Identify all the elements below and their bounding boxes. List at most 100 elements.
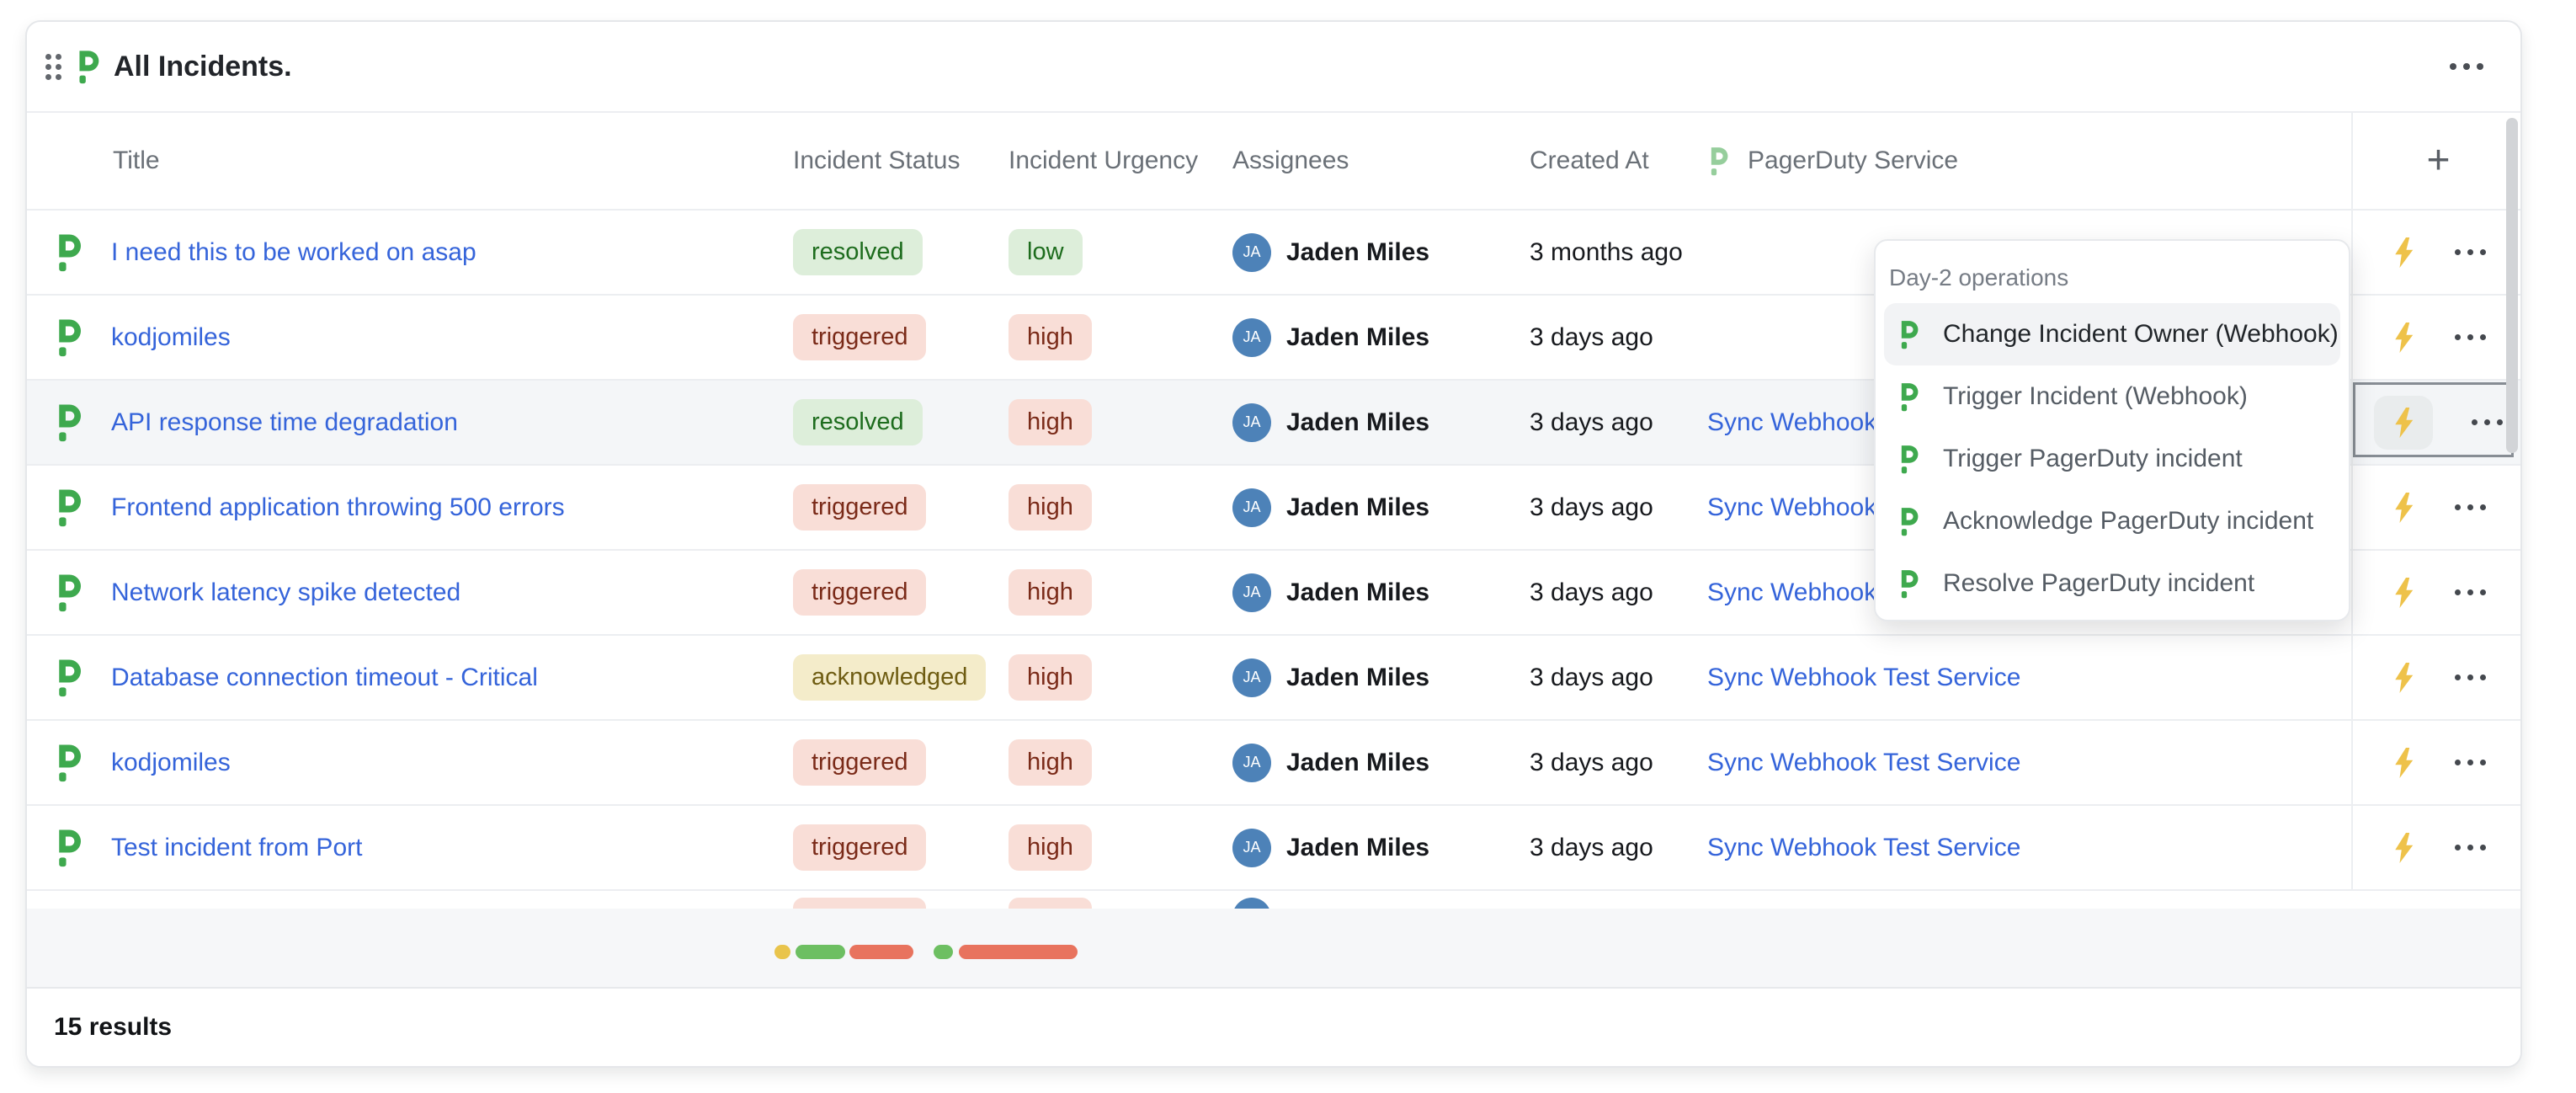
urgency-badge: low — [1009, 229, 1083, 275]
urgency-badge: high — [1009, 399, 1092, 445]
incident-title-link[interactable]: Database connection timeout - Critical — [111, 664, 538, 692]
table-header: Title Incident Status Incident Urgency A… — [27, 111, 2520, 211]
avatar: JA — [1232, 488, 1271, 527]
incident-title-cell: Test incident from Port — [54, 829, 793, 867]
incident-title-link[interactable]: kodjomiles — [111, 749, 231, 777]
run-action-button[interactable] — [2391, 491, 2416, 525]
assignee-cell: JA Jaden Miles — [1232, 658, 1530, 697]
menu-section-label: Day-2 operations — [1876, 241, 2349, 303]
run-action-button[interactable] — [2374, 396, 2433, 450]
actions-cell — [2351, 806, 2522, 889]
menu-item-label: Acknowledge PagerDuty incident — [1943, 507, 2313, 536]
incident-status-cell: triggered — [793, 484, 1009, 530]
incident-status-cell: triggered — [793, 824, 1009, 870]
column-header-pagerduty-service: PagerDuty Service — [1707, 147, 2351, 176]
created-at-cell: 3 days ago — [1530, 493, 1707, 522]
avatar: JA — [1232, 658, 1271, 697]
urgency-badge: high — [1009, 824, 1092, 870]
row-menu-button[interactable] — [2455, 334, 2486, 340]
run-action-button[interactable] — [2391, 831, 2416, 865]
assignee-cell: JA Jaden Miles — [1232, 829, 1530, 867]
assignee-cell: JA Jaden Miles — [1232, 573, 1530, 612]
table-row: Test incident from Port triggered high J… — [27, 806, 2520, 891]
row-menu-button[interactable] — [2455, 504, 2486, 510]
incident-urgency-summary-bar — [959, 945, 1078, 959]
incident-title-link[interactable]: Network latency spike detected — [111, 578, 460, 607]
menu-item[interactable]: Change Incident Owner (Webhook) — [1884, 303, 2340, 365]
incident-status-cell: resolved — [793, 399, 1009, 445]
pagerduty-entity-icon — [54, 318, 82, 357]
actions-cell — [2351, 466, 2522, 549]
urgency-badge: high — [1009, 314, 1092, 360]
summary-strip — [27, 909, 2520, 992]
avatar: JA — [1232, 233, 1271, 272]
incident-title-link[interactable]: Frontend application throwing 500 errors — [111, 493, 565, 522]
pagerduty-service-link[interactable]: Sync Webhook Test Service — [1707, 834, 2020, 861]
pagerduty-service-cell: Sync Webhook Test Service — [1707, 834, 2351, 862]
row-menu-button[interactable] — [2455, 760, 2486, 765]
pagerduty-action-icon — [1897, 569, 1919, 599]
row-menu-button[interactable] — [2455, 249, 2486, 255]
assignee-name: Jaden Miles — [1286, 408, 1429, 437]
pagerduty-service-link[interactable]: Sync Webhook Test Service — [1707, 749, 2020, 776]
run-action-button[interactable] — [2391, 576, 2416, 610]
menu-item[interactable]: Trigger PagerDuty incident — [1884, 428, 2340, 490]
row-menu-button[interactable] — [2455, 589, 2486, 595]
avatar: JA — [1232, 573, 1271, 612]
vertical-scrollbar[interactable] — [2506, 118, 2518, 453]
row-menu-button[interactable] — [2455, 674, 2486, 680]
incident-title-link[interactable]: Test incident from Port — [111, 834, 362, 862]
row-menu-button[interactable] — [2472, 419, 2503, 425]
actions-cell — [2351, 296, 2522, 379]
menu-item[interactable]: Acknowledge PagerDuty incident — [1884, 490, 2340, 552]
urgency-badge: high — [1009, 484, 1092, 530]
pagerduty-service-icon — [1707, 147, 1729, 176]
pagerduty-action-icon — [1897, 320, 1919, 349]
widget-header: All Incidents. — [27, 22, 2520, 111]
incident-status-cell: triggered — [793, 569, 1009, 615]
pagerduty-entity-icon — [54, 573, 82, 612]
pagerduty-entity-icon — [54, 233, 82, 272]
created-at-cell: 3 days ago — [1530, 323, 1707, 352]
widget-menu-button[interactable] — [2450, 63, 2483, 70]
created-at-cell: 3 days ago — [1530, 664, 1707, 692]
incident-title-cell: Network latency spike detected — [54, 573, 793, 612]
status-badge: triggered — [793, 569, 926, 615]
menu-item[interactable]: Trigger Incident (Webhook) — [1884, 365, 2340, 428]
assignee-cell: JA Jaden Miles — [1232, 744, 1530, 782]
status-badge: resolved — [793, 399, 923, 445]
incident-urgency-cell: high — [1009, 569, 1232, 615]
pagerduty-service-link[interactable]: Sync Webhook Test Service — [1707, 664, 2020, 691]
pagerduty-entity-icon — [54, 829, 82, 867]
row-menu-button[interactable] — [2455, 845, 2486, 850]
incident-title-cell: kodjomiles — [54, 318, 793, 357]
add-column-button[interactable]: + — [2426, 141, 2450, 181]
incident-status-cell: triggered — [793, 739, 1009, 785]
run-action-button[interactable] — [2391, 236, 2416, 269]
assignee-name: Jaden Miles — [1286, 578, 1429, 607]
menu-item[interactable]: Resolve PagerDuty incident — [1884, 552, 2340, 615]
all-incidents-widget: All Incidents. Title Incident Status Inc… — [25, 20, 2522, 1068]
incident-urgency-cell: high — [1009, 399, 1232, 445]
status-badge: triggered — [793, 739, 926, 785]
column-header-actions: + — [2351, 113, 2522, 209]
incident-title-link[interactable]: API response time degradation — [111, 408, 458, 437]
run-action-button[interactable] — [2391, 661, 2416, 695]
incident-title-link[interactable]: I need this to be worked on asap — [111, 238, 476, 267]
actions-cell — [2351, 721, 2522, 804]
actions-cell — [2351, 636, 2522, 719]
pagerduty-service-cell: Sync Webhook Test Service — [1707, 664, 2351, 692]
run-action-button[interactable] — [2391, 321, 2416, 355]
incident-urgency-summary-bar — [934, 945, 953, 959]
incident-status-cell: triggered — [793, 314, 1009, 360]
status-badge: triggered — [793, 314, 926, 360]
incident-title-link[interactable]: kodjomiles — [111, 323, 231, 352]
menu-item-label: Trigger Incident (Webhook) — [1943, 382, 2248, 411]
run-action-button[interactable] — [2391, 746, 2416, 780]
drag-handle-icon[interactable] — [45, 54, 61, 80]
column-header-incident-status: Incident Status — [793, 147, 1009, 175]
pagerduty-entity-icon — [54, 403, 82, 442]
incident-title-cell: Database connection timeout - Critical — [54, 658, 793, 697]
incident-status-summary-bar — [849, 945, 913, 959]
pagerduty-action-icon — [1897, 382, 1919, 412]
